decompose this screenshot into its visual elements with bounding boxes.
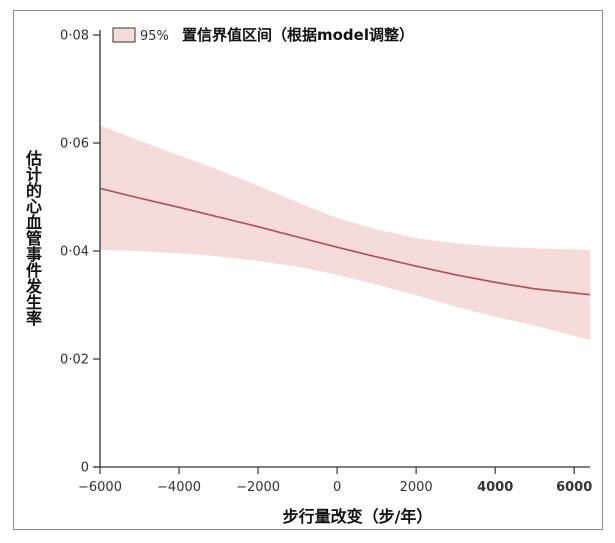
y-tick-label: 0·02	[60, 353, 89, 368]
y-tick-label: 0	[81, 461, 89, 476]
x-tick-label: −4000	[157, 480, 201, 495]
y-tick-label: 0·04	[60, 245, 89, 260]
y-axis-label: 估计的心血管事件发生率	[23, 150, 42, 326]
y-tick-label: 0·06	[60, 137, 89, 152]
x-tick-label: −6000	[78, 480, 122, 495]
x-tick-label: 4000	[477, 480, 513, 495]
x-tick-label: −2000	[236, 480, 280, 495]
legend-percent: 95%	[140, 29, 169, 44]
legend-label: 置信界值区间（根据model调整）	[182, 26, 414, 44]
x-tick-label: 6000	[556, 480, 592, 495]
y-tick-label: 0·08	[60, 29, 89, 44]
estimate-line	[99, 187, 591, 296]
x-axis-label: 步行量改变（步/年）	[282, 507, 433, 526]
legend-swatch	[112, 27, 136, 43]
x-tick-label: 2000	[400, 480, 433, 495]
x-tick-label: 0	[333, 480, 341, 495]
confidence-band	[100, 125, 590, 341]
